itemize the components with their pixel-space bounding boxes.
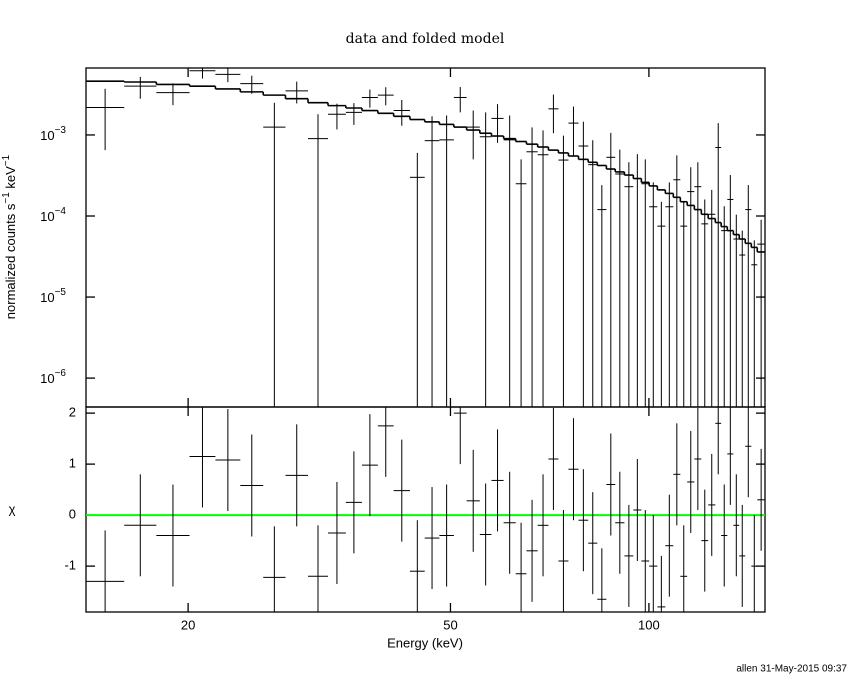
tick-base: 10 [40, 290, 54, 305]
y-tick-label: 10−5 [40, 287, 66, 306]
x-tick-label: 100 [638, 617, 660, 632]
plot-frame [85, 67, 766, 408]
label-text: normalized counts s [3, 203, 18, 319]
x-tick-label: 50 [443, 617, 457, 632]
tick-base: 10 [40, 209, 54, 224]
tick-base: 10 [40, 128, 54, 143]
label-exponent: −1 [1, 154, 12, 166]
y-tick-label: 10−6 [40, 368, 66, 387]
y-axis-label: χ [9, 501, 16, 516]
x-tick-label: 20 [181, 617, 195, 632]
tick-exponent: −6 [55, 368, 67, 379]
tick-exponent: −4 [55, 206, 67, 217]
plot-frame [85, 406, 766, 613]
chart-title: data and folded model [346, 31, 505, 47]
y-tick-label: 10−4 [40, 206, 66, 225]
tick-exponent: −5 [55, 287, 67, 298]
y-tick-label: 10−3 [40, 125, 66, 144]
y-tick-label: 2 [69, 405, 76, 420]
y-tick-label: -1 [64, 558, 76, 573]
y-tick-label: 0 [69, 507, 76, 522]
y-axis-label: normalized counts s−1 keV−1 [1, 154, 19, 319]
tick-base: 10 [40, 372, 54, 387]
label-exponent: −1 [1, 192, 12, 204]
x-axis-label: Energy (keV) [387, 635, 463, 650]
y-tick-label: 1 [69, 456, 76, 471]
tick-exponent: −3 [55, 125, 67, 136]
label-text: keV [3, 166, 18, 192]
footer: allen 31-May-2015 09:37 [736, 664, 847, 675]
